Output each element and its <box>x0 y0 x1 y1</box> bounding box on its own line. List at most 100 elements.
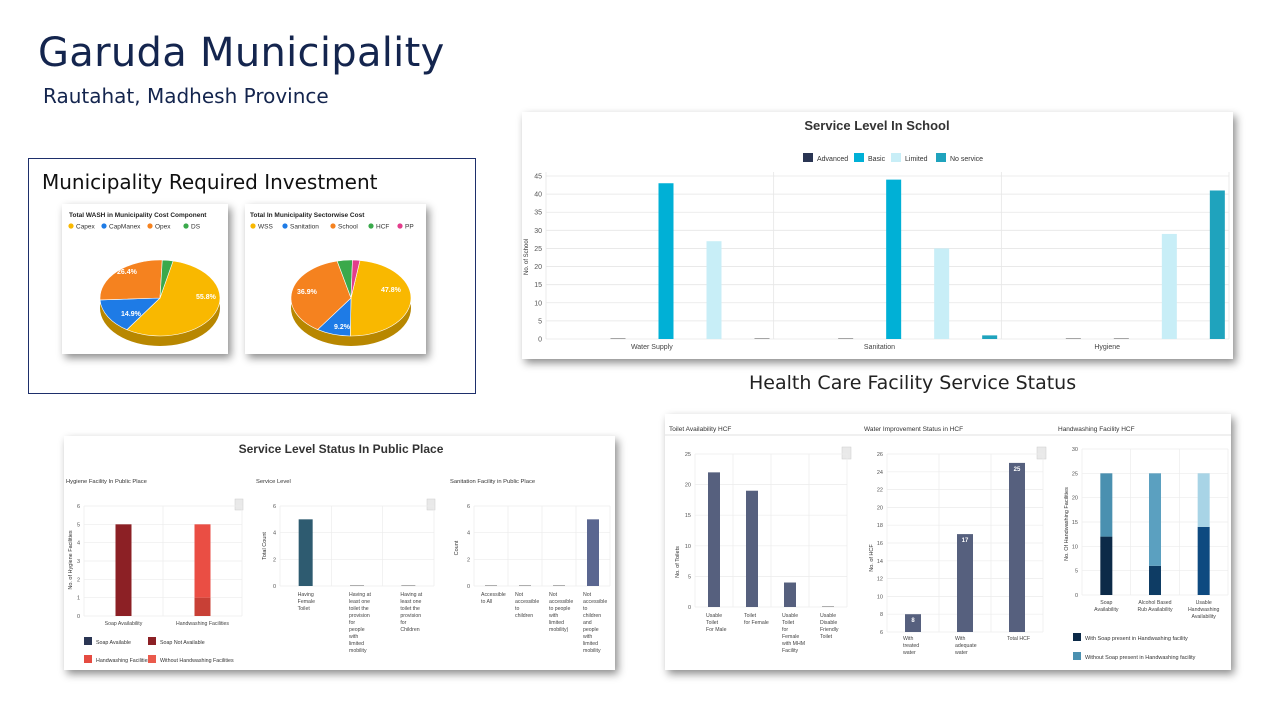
water-ytick: 8 <box>880 612 883 618</box>
hygiene-title: Hygiene Facility In Public Place <box>66 479 147 485</box>
water-data-label: 25 <box>1014 467 1021 473</box>
service-xlabel: Having at <box>400 592 422 598</box>
school-xlabels: Water Supply Sanitation Hygiene <box>631 344 1120 351</box>
toilet-bar <box>746 490 758 607</box>
pie1-title: Total WASH in Municipality Cost Componen… <box>69 212 207 219</box>
sanitation-xlabel: Accessible <box>481 592 506 598</box>
legend-without-handwashing: Without Handwashing Facilities <box>160 658 234 664</box>
service-xlabel: for <box>349 620 355 626</box>
pie1-slice-capmanex <box>99 297 161 331</box>
handwash-ytick: 30 <box>1072 447 1078 453</box>
school-grid: 0 5 10 15 20 25 30 35 40 45 <box>534 172 1230 344</box>
pie2-slice-wss <box>349 260 412 337</box>
water-ytick: 18 <box>877 523 883 529</box>
water-data-label: 8 <box>911 618 915 624</box>
toilet-xlabel: Usable <box>782 613 798 619</box>
school-ytick: 40 <box>534 192 542 199</box>
handwash-bar-without-soap <box>1197 473 1210 527</box>
sanitation-ytick: 4 <box>467 531 470 537</box>
handwash-bar-with-soap <box>1149 565 1161 595</box>
sanitation-xlabel: mobility <box>583 648 601 654</box>
handwash-ytick: 10 <box>1072 544 1078 550</box>
service-xlabel: with <box>349 634 358 640</box>
toilet-ytick: 0 <box>688 605 691 611</box>
handwash-xlabel: Usable <box>1196 600 1212 606</box>
school-xlabel: Water Supply <box>631 344 673 351</box>
school-chart-panel[interactable]: Service Level In School Advanced Basic L… <box>522 112 1233 359</box>
service-ytick: 2 <box>273 557 276 563</box>
water-ytick: 14 <box>877 559 883 565</box>
legend-opex-marker <box>147 223 153 229</box>
legend-advanced: Advanced <box>817 156 848 163</box>
service-xlabel: toilet the <box>349 606 369 612</box>
water-ytick: 16 <box>877 541 883 547</box>
toilet-menu-icon[interactable] <box>841 446 852 460</box>
water-xlabel: treated <box>903 643 919 649</box>
pie-sectorwise-panel[interactable]: Total In Municipality Sectorwise Cost WS… <box>245 204 426 354</box>
sanitation-xlabel: to people <box>549 606 570 612</box>
hygiene-menu-icon[interactable] <box>234 498 244 511</box>
school-legend: Advanced Basic Limited No service <box>803 153 983 163</box>
investment-box <box>28 158 476 394</box>
sanitation-bar <box>519 585 531 586</box>
handwash-ylabel: No. Of Handwashing Facilities <box>1064 487 1070 561</box>
toilet-ylabel: No. of Toilets <box>675 546 681 578</box>
school-ytick: 10 <box>534 300 542 307</box>
handwash-xlabel: Alcohol Based <box>1138 600 1171 606</box>
toilet-ytick: 15 <box>685 513 691 519</box>
toilet-xlabel: Toilet <box>820 634 833 640</box>
pie1-slice-capex <box>126 260 221 337</box>
handwash-bar-with-soap <box>1197 526 1210 595</box>
hygiene-ytick: 4 <box>77 541 80 547</box>
service-ylabel: Total Count <box>262 532 268 560</box>
pie1-slice-ds <box>159 259 174 299</box>
water-ytick: 10 <box>877 594 883 600</box>
school-bar-no-service <box>1209 190 1225 339</box>
service-xlabel: Having <box>298 592 314 598</box>
legend-basic: Basic <box>868 156 886 163</box>
handwash-bar-with-soap <box>1100 536 1113 595</box>
sanitation-ytick: 0 <box>467 584 470 590</box>
handwash-bar-without-soap <box>1100 473 1113 537</box>
toilet-xlabel: Toilet <box>706 620 719 626</box>
water-ytick: 20 <box>877 505 883 511</box>
pie-cost-component-panel[interactable]: Total WASH in Municipality Cost Componen… <box>62 204 228 354</box>
toilet-ytick: 10 <box>685 544 691 550</box>
toilet-xlabel: Disable <box>820 620 837 626</box>
toilet-xlabel: For Male <box>706 627 727 633</box>
sanitation-ytick: 6 <box>467 504 470 510</box>
sanitation-xlabel: with <box>583 634 592 640</box>
legend-without-soap-marker <box>1073 652 1081 660</box>
sanitation-xlabel: to <box>515 606 519 612</box>
school-ytick: 35 <box>534 210 542 217</box>
school-bar-limited <box>934 248 950 339</box>
legend-pp: PP <box>405 224 414 231</box>
hcf-charts: Toilet Availability HCF Water Improvemen… <box>665 426 1231 661</box>
sanitation-xlabel: to <box>583 606 587 612</box>
toilet-xlabel: Facility <box>782 648 799 654</box>
service-menu-icon[interactable] <box>426 498 436 511</box>
school-ytick: 0 <box>538 337 542 344</box>
legend-wss-marker <box>250 223 256 229</box>
service-xlabel: limited <box>349 641 364 647</box>
service-xlabel: least one <box>400 599 421 605</box>
legend-limited-marker <box>891 153 901 162</box>
water-xlabel: With <box>955 636 965 642</box>
water-menu-icon[interactable] <box>1036 446 1047 460</box>
water-xlabel: Total HCF <box>1007 636 1030 642</box>
hcf-panel[interactable]: Toilet Availability HCF Water Improvemen… <box>665 414 1231 670</box>
pie2-label-wss: 47.8% <box>381 287 402 294</box>
toilet-xlabel: Friendly <box>820 627 839 633</box>
handwash-xlabel: Availability <box>1191 614 1216 620</box>
sanitation-ytick: 2 <box>467 557 470 563</box>
water-xlabel: With <box>903 636 913 642</box>
sanitation-xlabel: accessible <box>549 599 573 605</box>
school-bar-basic <box>886 179 902 339</box>
legend-sanitation: Sanitation <box>290 224 319 231</box>
hygiene-ytick: 0 <box>77 614 80 620</box>
public-place-panel[interactable]: Service Level Status In Public Place Hyg… <box>64 436 615 670</box>
school-ytick: 5 <box>538 318 542 325</box>
legend-basic-marker <box>854 153 864 162</box>
handwash-xlabel: Availability <box>1094 607 1119 613</box>
